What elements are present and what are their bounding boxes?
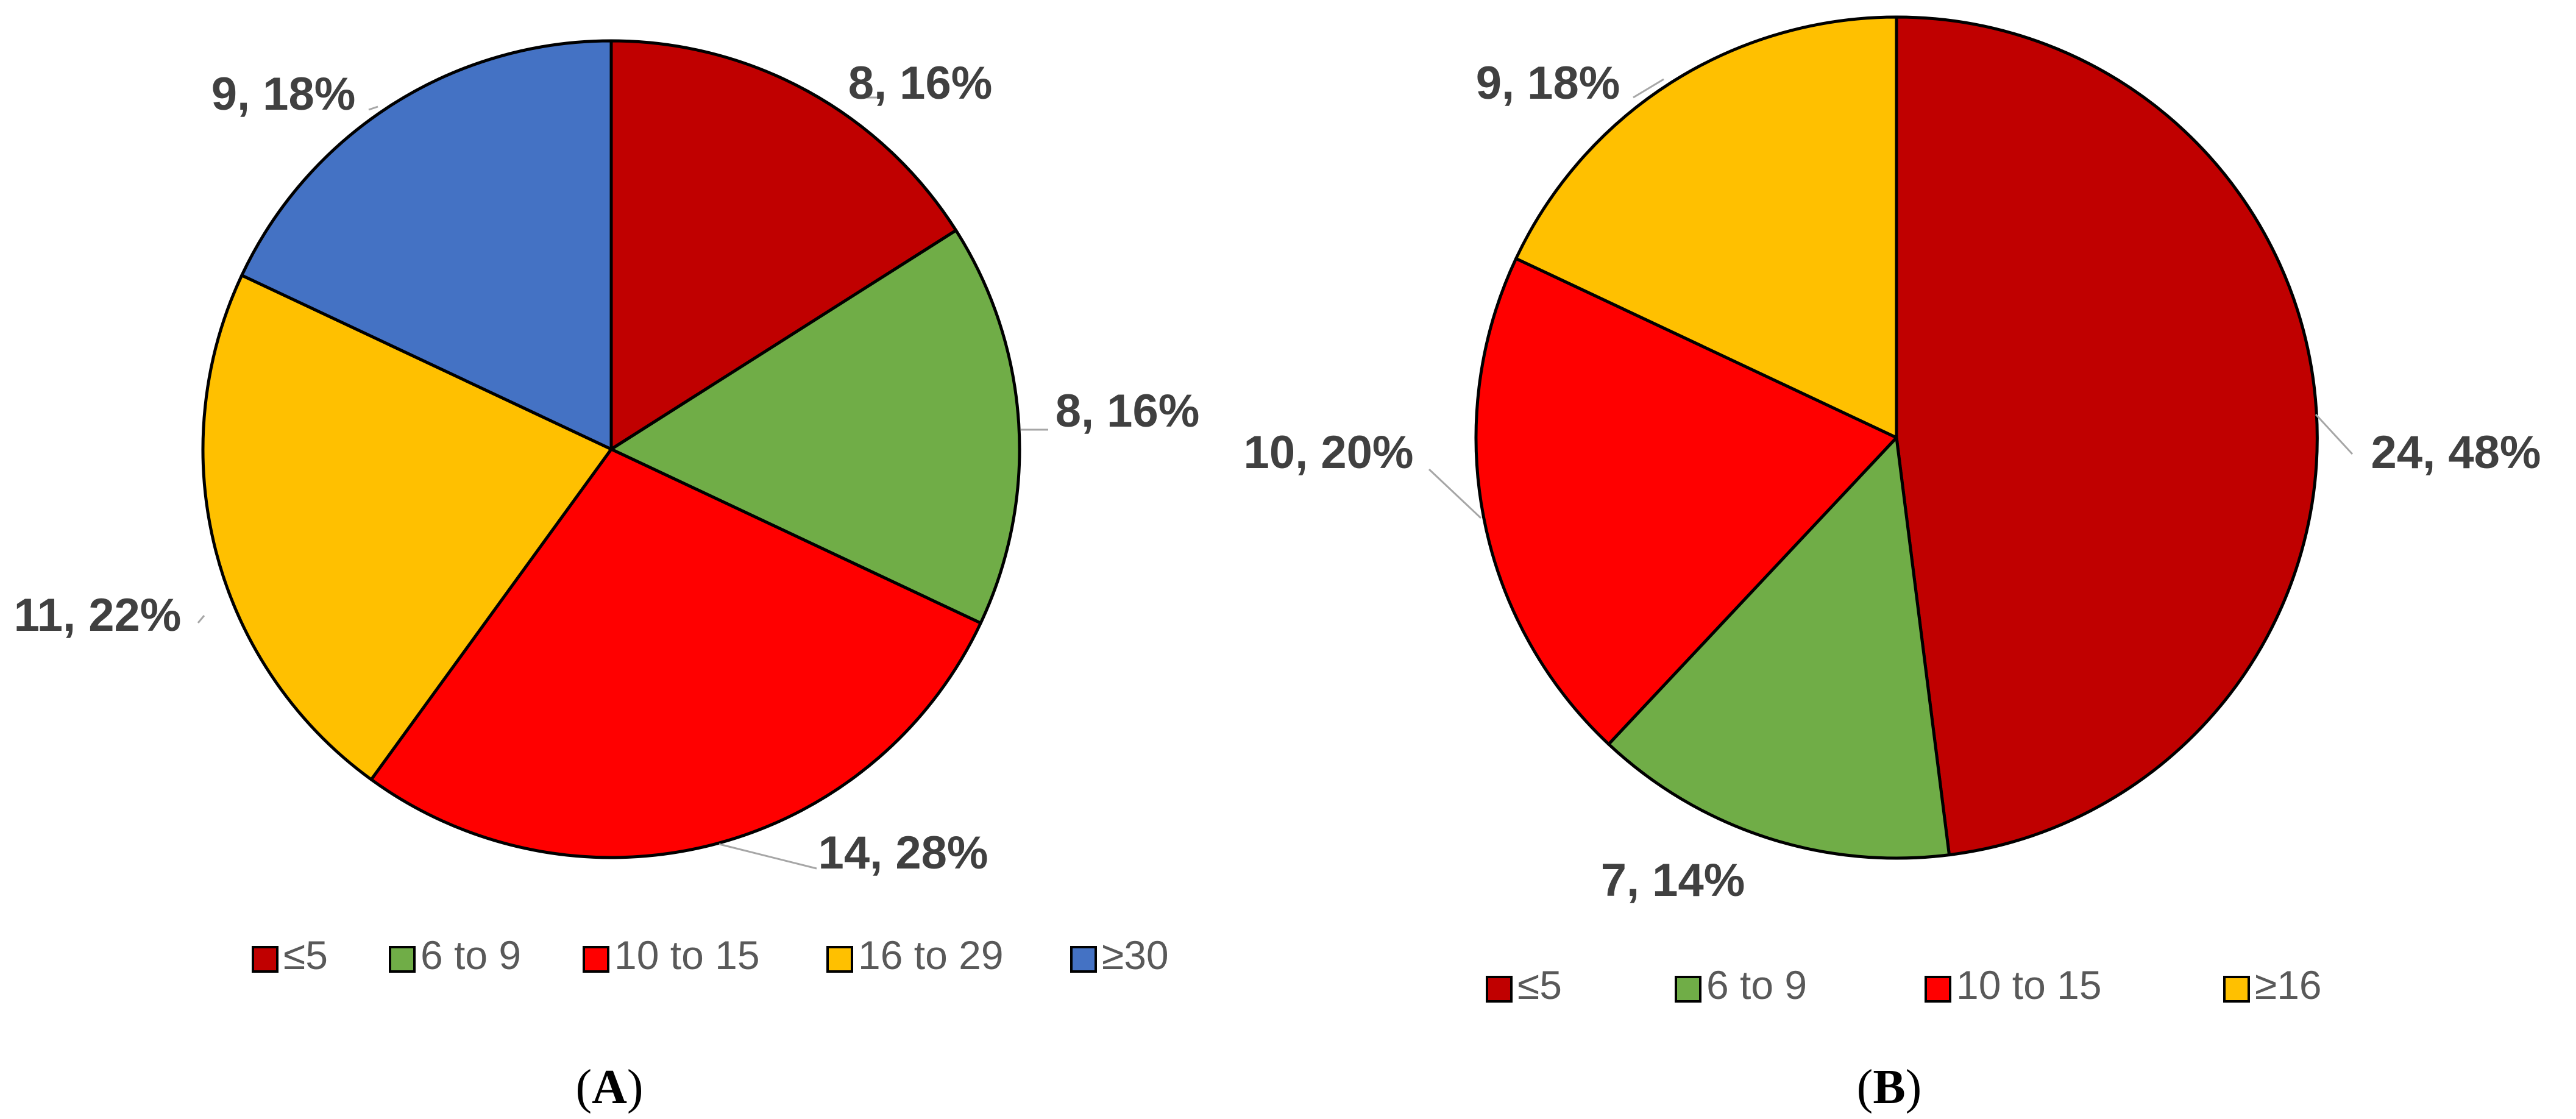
pie-b-slice-ge16: [1514, 15, 1898, 439]
pie-a-slice-10-to-15: [369, 447, 982, 859]
legend-b-swatch-le5: [1486, 976, 1513, 1003]
legend-a-swatch-16-to-29: [826, 946, 853, 973]
pie-b-data-label-6-to-9: 7, 14%: [1601, 854, 1745, 906]
panel-caption-b-letter: B: [1873, 1060, 1905, 1114]
pie-a-slice-6-to-9: [609, 229, 1021, 625]
legend-a-swatch-ge30: [1070, 946, 1097, 973]
legend-b-label-10-to-15: 10 to 15: [1956, 962, 2102, 1007]
pie-b-data-label-ge16: 9, 18%: [1476, 57, 1620, 109]
legend-a-label-ge30: ≥30: [1102, 933, 1169, 978]
legend-a-swatch-6-to-9: [389, 946, 416, 973]
pie-b-leader-line-10-to-15: [1428, 468, 1482, 519]
pie-chart-b: 24, 48% 7, 14% 10, 20% 9, 18% ≤5 6 to 9 10 to…: [1244, 15, 2541, 1114]
legend-a-label-10-to-15: 10 to 15: [614, 933, 760, 978]
pie-a-data-label-ge30: 9, 18%: [211, 68, 356, 120]
legend-a-label-le5: ≤5: [283, 933, 328, 978]
legend-a: ≤5 6 to 9 10 to 15 16 to 29 ≥30: [252, 933, 1169, 978]
pie-chart-a: 8, 16% 8, 16% 14, 28% 11, 22% 9, 18% ≤5 6 to …: [14, 39, 1200, 1114]
legend-b-swatch-6-to-9: [1675, 976, 1701, 1003]
panel-caption-b: (B): [1857, 1060, 1922, 1114]
pie-b-data-label-10-to-15: 10, 20%: [1244, 427, 1414, 478]
pie-b-slice-6-to-9: [1607, 436, 1951, 860]
pie-b-slice-le5: [1895, 15, 2319, 857]
pie-a-data-label-10-to-15: 14, 28%: [818, 827, 988, 879]
pie-a-leader-line-16-to-29: [197, 615, 205, 623]
legend-b-label-6-to-9: 6 to 9: [1706, 962, 1807, 1007]
pie-a-slice-le5: [609, 39, 958, 451]
pie-a-slice-ge30: [240, 39, 613, 451]
legend-b: ≤5 6 to 9 10 to 15 ≥16: [1486, 962, 2322, 1007]
pie-a-leader-line-10-to-15: [719, 843, 817, 870]
pie-a-data-label-le5: 8, 16%: [848, 57, 993, 109]
legend-b-label-ge16: ≥16: [2255, 962, 2322, 1007]
pie-a-data-label-16-to-29: 11, 22%: [14, 589, 182, 641]
legend-a-swatch-10-to-15: [583, 946, 609, 973]
pie-a-data-label-6-to-9: 8, 16%: [1056, 385, 1200, 437]
legend-b-label-le5: ≤5: [1517, 962, 1562, 1007]
pie-b-data-label-le5: 24, 48%: [2371, 427, 2541, 478]
legend-b-swatch-ge16: [2223, 976, 2250, 1003]
legend-b-swatch-10-to-15: [1925, 976, 1951, 1003]
panel-caption-a-letter: A: [592, 1060, 627, 1114]
pie-a-leader-line-ge30: [368, 105, 378, 111]
legend-a-label-6-to-9: 6 to 9: [420, 933, 521, 978]
pie-b-leader-line-ge16: [1633, 78, 1664, 99]
legend-a-label-16-to-29: 16 to 29: [858, 933, 1004, 978]
pie-b-leader-line-le5: [2315, 413, 2354, 455]
pie-b-slice-10-to-15: [1474, 257, 1898, 746]
panel-caption-a: (A): [575, 1060, 643, 1114]
legend-a-swatch-le5: [252, 946, 279, 973]
